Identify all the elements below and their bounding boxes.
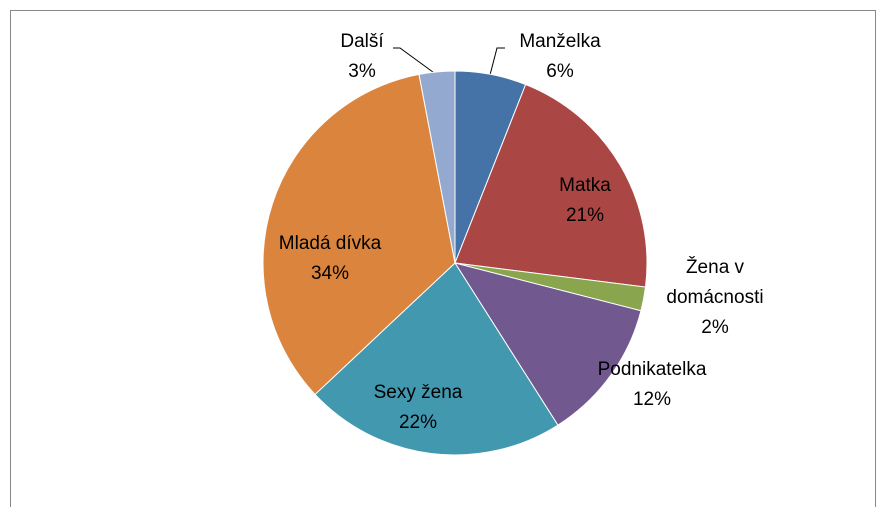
label-value: 3% xyxy=(348,61,376,82)
label-value: 34% xyxy=(310,263,350,284)
label-value: 2% xyxy=(701,317,729,338)
label-value: 12% xyxy=(632,389,672,410)
pie-slice xyxy=(262,73,456,396)
label-name: Sexy žena xyxy=(373,382,463,403)
pie-slice xyxy=(454,83,648,288)
pie-slice xyxy=(314,262,559,456)
data-label: Žena v domácnosti 2% xyxy=(655,253,775,343)
data-label: Manželka 6% xyxy=(460,27,660,87)
chart-frame xyxy=(10,10,876,507)
label-name: Mladá dívka xyxy=(278,233,382,254)
label-name: Matka xyxy=(559,175,611,196)
data-label: Další 3% xyxy=(262,27,462,87)
label-name: Žena v domácnosti xyxy=(666,257,764,308)
label-name: Další xyxy=(340,31,384,52)
data-label: Podnikatelka 12% xyxy=(552,355,752,415)
data-label: Matka 21% xyxy=(525,171,645,231)
leader-line xyxy=(393,47,438,76)
label-name: Manželka xyxy=(519,31,601,52)
data-label: Sexy žena 22% xyxy=(318,378,518,438)
data-label: Mladá dívka 34% xyxy=(230,229,430,289)
pie-slice xyxy=(418,70,456,264)
label-value: 6% xyxy=(546,61,574,82)
label-value: 21% xyxy=(565,205,605,226)
label-value: 22% xyxy=(398,412,438,433)
leader-line xyxy=(489,47,505,76)
pie-slice xyxy=(453,262,642,426)
label-name: Podnikatelka xyxy=(597,359,707,380)
